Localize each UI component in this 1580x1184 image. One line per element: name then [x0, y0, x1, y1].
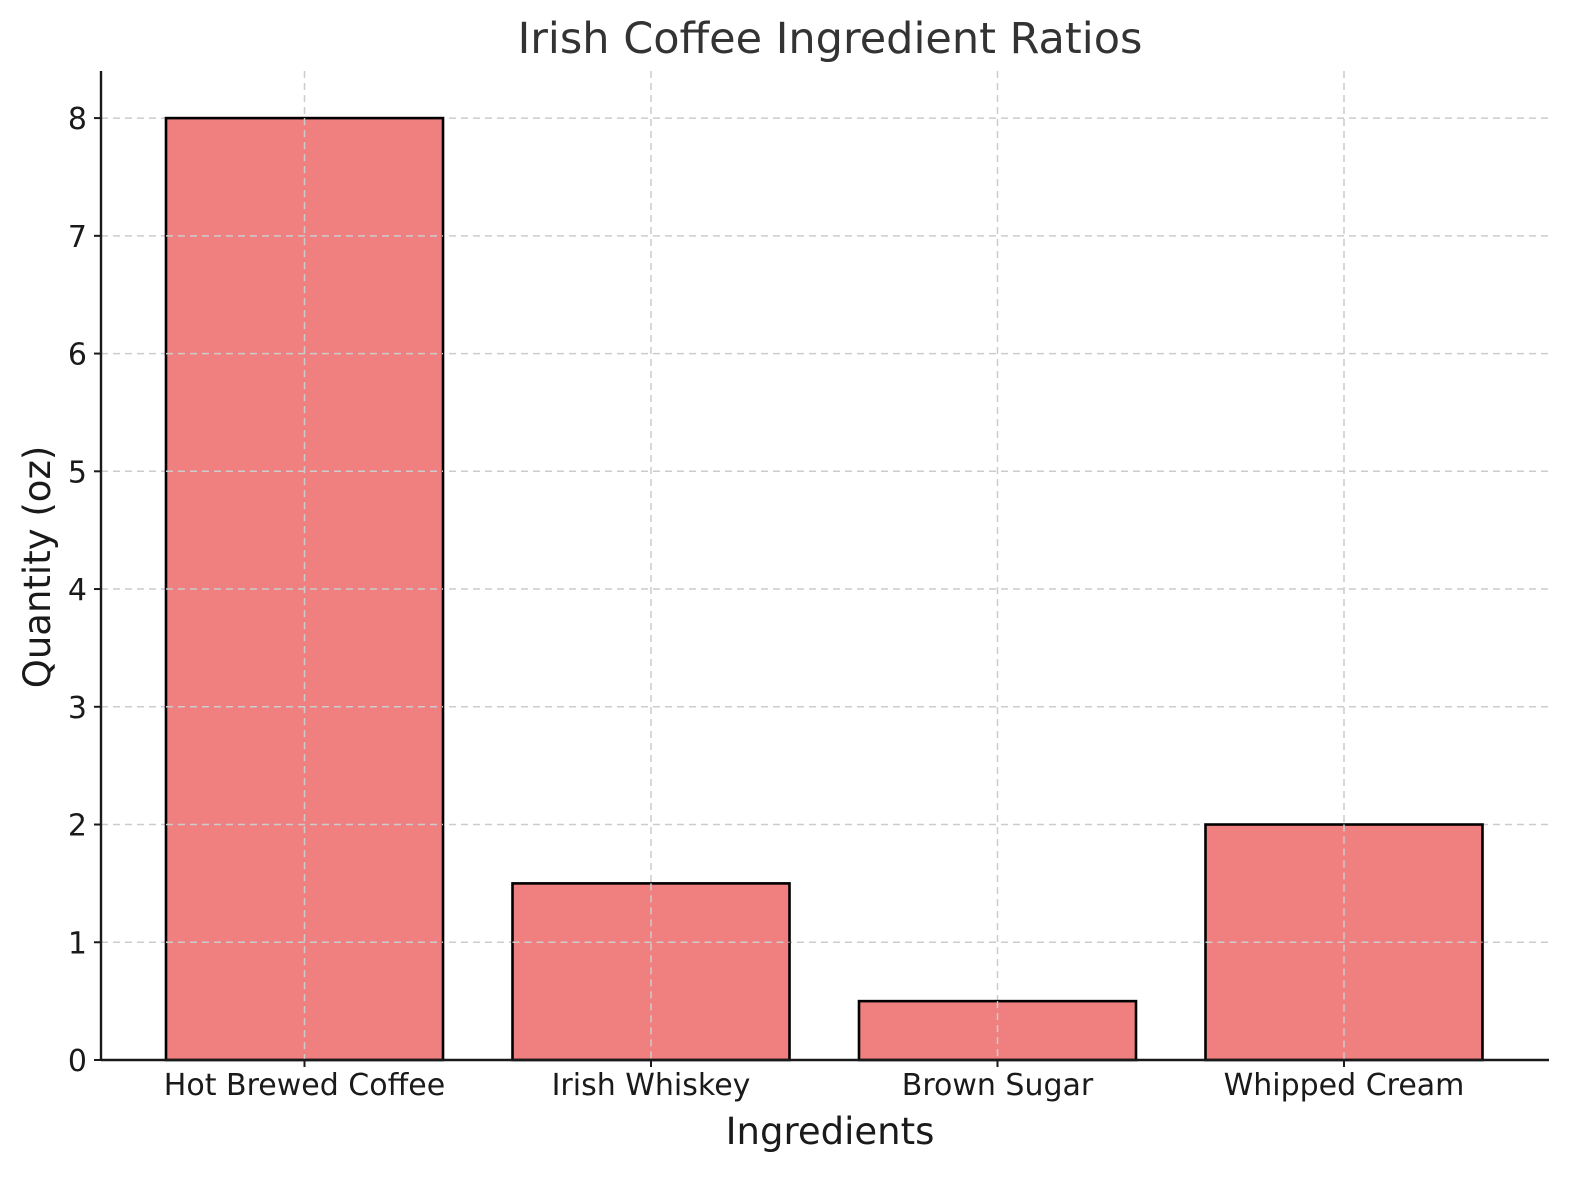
x-tick-label: Brown Sugar [902, 1068, 1094, 1103]
y-tick-label: 5 [68, 455, 87, 490]
y-tick-label: 7 [68, 220, 87, 255]
x-tick-label: Hot Brewed Coffee [164, 1068, 445, 1103]
chart-title: Irish Coffee Ingredient Ratios [518, 14, 1143, 64]
x-tick-label: Whipped Cream [1224, 1068, 1465, 1103]
y-axis-label: Quantity (oz) [16, 446, 59, 689]
x-tick-label: Irish Whiskey [552, 1068, 751, 1103]
y-tick-label: 0 [68, 1044, 87, 1079]
y-tick-label: 8 [68, 102, 87, 137]
y-tick-label: 6 [68, 338, 87, 373]
bars [164, 116, 1484, 1062]
y-tick-label: 4 [68, 573, 87, 608]
axes [94, 71, 1549, 1067]
y-tick-label: 3 [68, 691, 87, 726]
x-axis-label: Ingredients [726, 1110, 935, 1153]
y-tick-label: 1 [68, 926, 87, 961]
y-tick-label: 2 [68, 809, 87, 844]
tick-labels: 0 1 2 3 4 5 6 7 8 Hot Brewed Coffee Irish Whiskey B… [68, 102, 1465, 1103]
